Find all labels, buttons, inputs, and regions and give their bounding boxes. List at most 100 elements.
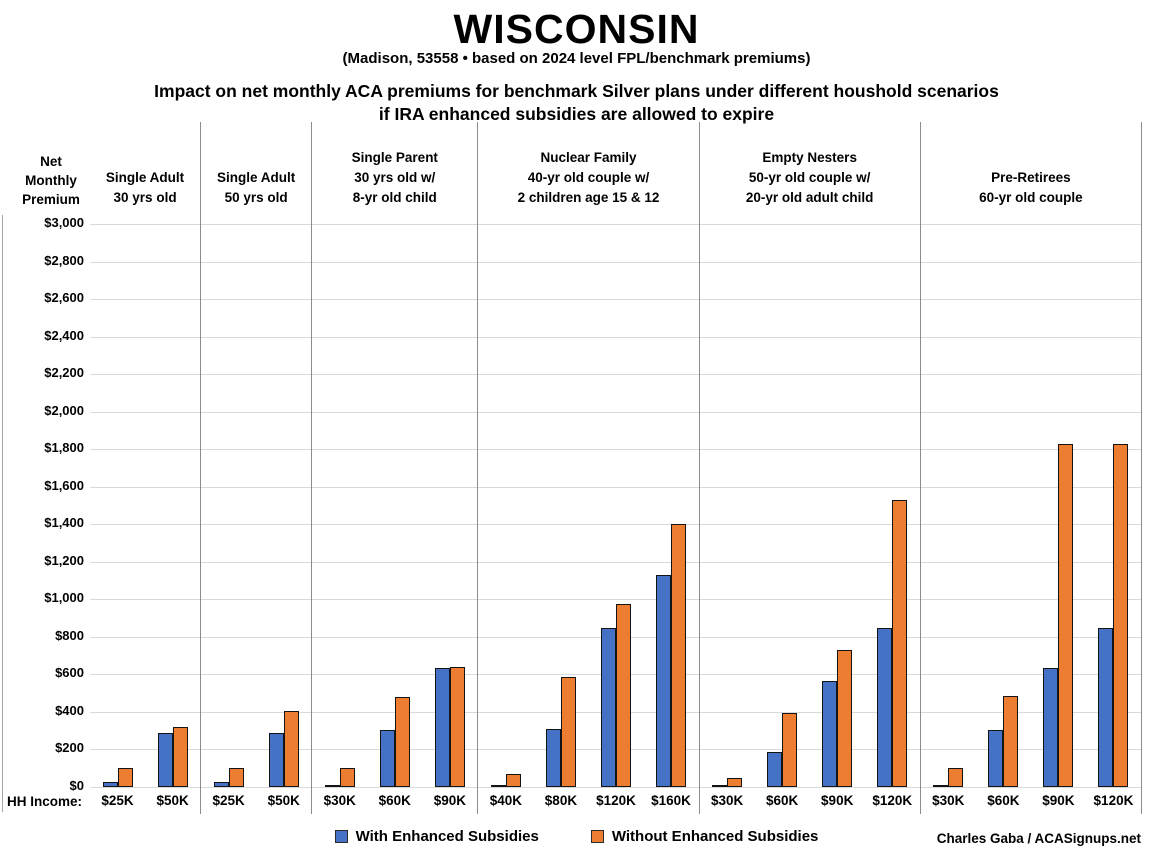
category-cell xyxy=(90,224,145,787)
legend: With Enhanced Subsidies Without Enhanced … xyxy=(0,828,1153,845)
bar-pair xyxy=(324,768,355,787)
bar-pair xyxy=(545,677,576,787)
group-plot xyxy=(312,224,477,787)
category-cell xyxy=(1086,224,1141,787)
bar-with-enhanced-subsidies xyxy=(1098,628,1114,787)
bar-with-enhanced-subsidies xyxy=(490,785,506,787)
category-label: $120K xyxy=(1093,793,1134,808)
bar-pair xyxy=(988,696,1019,787)
bar-without-enhanced-subsidies xyxy=(727,778,743,787)
bar-with-enhanced-subsidies xyxy=(545,729,561,787)
y-axis-title-line: Premium xyxy=(22,192,80,207)
plot-left-border xyxy=(2,215,3,812)
bar-without-enhanced-subsidies xyxy=(283,711,299,787)
chart-columns: Single Adult 30 yrs old $25K $50K Single Adu… xyxy=(90,122,1142,814)
y-tick-label: $2,400 xyxy=(44,328,84,343)
group-column: Single Parent 30 yrs old w/8-yr old child… xyxy=(312,122,479,814)
gridline xyxy=(90,562,1142,563)
category-label: $30K xyxy=(710,793,744,808)
group-header: Empty Nesters 50-yr old couple w/20-yr ol… xyxy=(700,122,920,224)
bar-pair xyxy=(600,604,631,787)
group-labels-row: $25K $50K xyxy=(90,787,200,814)
gridline xyxy=(90,412,1142,413)
chart-title-line-1: Impact on net monthly ACA premiums for b… xyxy=(154,81,999,101)
group-header-line: 20-yr old adult child xyxy=(745,190,874,205)
category-cell xyxy=(312,224,367,787)
y-axis-title-line: Net xyxy=(40,154,62,169)
bar-pair xyxy=(268,711,299,787)
bar-pair xyxy=(877,500,908,787)
category-label: $50K xyxy=(156,793,189,808)
y-tick-label: $2,800 xyxy=(44,253,84,268)
bar-pair xyxy=(822,650,853,787)
group-header-line: Single Parent xyxy=(351,150,438,165)
y-tick-label: $3,000 xyxy=(44,215,84,230)
y-tick-label: $1,800 xyxy=(44,440,84,455)
group-column: Pre-Retirees 60-yr old couple $30K $60K $90K… xyxy=(921,122,1142,814)
gridline xyxy=(90,337,1142,338)
category-label: $90K xyxy=(821,793,854,808)
group-plot xyxy=(921,224,1141,787)
category-cell xyxy=(478,224,533,787)
bar-pair xyxy=(933,768,964,787)
gridline xyxy=(90,487,1142,488)
category-cell xyxy=(145,224,200,787)
group-header-line: 50-yr old couple w/ xyxy=(748,170,871,185)
bar-pair xyxy=(213,768,244,787)
group-header-line: 40-yr old couple w/ xyxy=(527,170,650,185)
bar-with-enhanced-subsidies xyxy=(600,628,616,787)
bar-without-enhanced-subsidies xyxy=(228,768,244,787)
bar-with-enhanced-subsidies xyxy=(434,668,450,787)
group-column: Nuclear Family 40-yr old couple w/2 child… xyxy=(478,122,700,814)
bar-with-enhanced-subsidies xyxy=(379,730,395,787)
group-header-line: Nuclear Family xyxy=(540,150,637,165)
category-cell xyxy=(755,224,810,787)
bar-with-enhanced-subsidies xyxy=(933,785,949,787)
group-header: Pre-Retirees 60-yr old couple xyxy=(921,122,1141,224)
bar-without-enhanced-subsidies xyxy=(449,667,465,787)
category-cell xyxy=(921,224,976,787)
y-tick-label: $200 xyxy=(55,740,84,755)
page-subtitle: (Madison, 53558 • based on 2024 level FP… xyxy=(342,50,811,67)
y-tick-label: $600 xyxy=(55,665,84,680)
group-plot xyxy=(478,224,698,787)
bar-with-enhanced-subsidies xyxy=(988,730,1004,787)
group-header-line: 30 yrs old xyxy=(113,190,177,205)
bar-without-enhanced-subsidies xyxy=(615,604,631,787)
y-tick-label: $2,000 xyxy=(44,403,84,418)
group-plot xyxy=(700,224,920,787)
group-plot xyxy=(90,224,200,787)
group-labels-row: $40K $80K $120K $160K xyxy=(478,787,698,814)
bar-without-enhanced-subsidies xyxy=(117,768,133,787)
bar-pair xyxy=(1043,444,1074,787)
bar-without-enhanced-subsidies xyxy=(394,697,410,787)
category-cell xyxy=(588,224,643,787)
group-header-line: 2 children age 15 & 12 xyxy=(517,190,660,205)
legend-item: With Enhanced Subsidies xyxy=(334,828,539,845)
chart-title: Impact on net monthly ACA premiums for b… xyxy=(0,80,1153,126)
group-header-line: Single Adult xyxy=(217,170,296,185)
category-cell xyxy=(810,224,865,787)
group-header: Single Parent 30 yrs old w/8-yr old child xyxy=(312,122,477,224)
group-labels-row: $30K $60K $90K $120K xyxy=(700,787,920,814)
bar-with-enhanced-subsidies xyxy=(268,733,284,787)
group-header-line: Single Adult xyxy=(105,170,185,185)
group-header-line: 8-yr old child xyxy=(352,190,437,205)
group-header-line: 60-yr old couple xyxy=(979,190,1083,205)
y-axis-title-line: Monthly xyxy=(25,173,77,188)
legend-label: Without Enhanced Subsidies xyxy=(611,828,819,845)
category-cell xyxy=(976,224,1031,787)
category-cell xyxy=(700,224,755,787)
group-column: Single Adult 30 yrs old $25K $50K xyxy=(90,122,202,814)
group-header-line: 30 yrs old w/ xyxy=(354,170,436,185)
gridline xyxy=(90,224,1142,225)
bar-without-enhanced-subsidies xyxy=(671,524,687,787)
y-tick-label: $400 xyxy=(55,703,84,718)
category-label: $40K xyxy=(489,793,523,808)
bar-with-enhanced-subsidies xyxy=(656,575,672,787)
bar-without-enhanced-subsidies xyxy=(892,500,908,787)
bar-without-enhanced-subsidies xyxy=(172,727,188,787)
category-label: $160K xyxy=(651,793,691,808)
y-tick-label: $1,000 xyxy=(44,590,84,605)
